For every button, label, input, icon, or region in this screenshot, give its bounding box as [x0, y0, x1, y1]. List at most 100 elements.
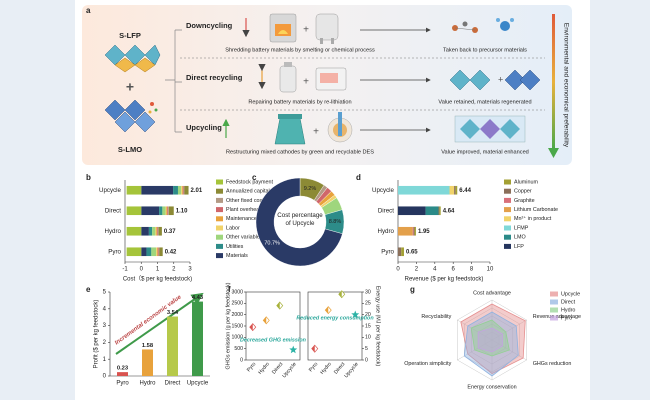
bar-segment [181, 185, 183, 195]
bar-segment [398, 247, 402, 257]
route-name: Downcycling [186, 21, 233, 30]
axis-label: Cost advantage [473, 290, 511, 296]
axis-label: GHGs reduction [533, 361, 572, 367]
y-tick-label: Pyro [108, 248, 121, 255]
result-caption: Value improved, material enhanced [441, 149, 529, 155]
bar-segment [182, 185, 184, 195]
legend-label: Other variable costs [226, 235, 274, 241]
bar-segment [165, 206, 167, 216]
y-axis-label: Profit ($ per kg feedstock) [94, 300, 100, 369]
y-tick-label: Hydro [104, 228, 121, 235]
y-tick-label: 500 [234, 346, 243, 352]
legend-label: Utilities [226, 244, 244, 250]
side-arrow-head [548, 148, 559, 158]
material-label: S-LFP [119, 31, 141, 40]
material-label: S-LMO [118, 145, 142, 154]
x-tick-label: 0 [396, 267, 400, 273]
x-tick-label: 6 [452, 267, 456, 273]
plus-sign: + [303, 77, 309, 88]
legend-swatch [504, 243, 511, 249]
legend-swatch [504, 225, 511, 231]
legend-swatch [216, 188, 223, 194]
bar-segment [126, 206, 142, 216]
bar-segment [157, 247, 159, 257]
bar-segment [398, 206, 426, 216]
value-label: 1.58 [142, 343, 154, 349]
total-label: 0.42 [165, 249, 177, 255]
value-label: 9.2% [304, 186, 317, 192]
y-tick-label: 5 [365, 346, 368, 352]
legend-swatch [216, 207, 223, 213]
legend-swatch [550, 315, 558, 321]
panel-label: c [252, 173, 257, 182]
oven-icon [315, 67, 347, 91]
y-tick-label: Pyro [381, 248, 394, 255]
bar-segment [184, 185, 189, 195]
bar-segment [156, 247, 158, 257]
bar-segment [152, 226, 156, 236]
process-caption: Restructuring mixed cathodes by green an… [226, 149, 374, 155]
legend-swatch [550, 307, 558, 313]
total-label: 1.95 [418, 229, 430, 235]
donut-title: Cost percentage of Upcycle [277, 212, 323, 227]
y-tick-label: 10 [365, 335, 371, 341]
crystal-icon: + [449, 69, 541, 91]
legend-swatch [504, 216, 511, 222]
bar-segment [401, 247, 404, 257]
svg-text:+: + [498, 74, 503, 84]
radar-area [477, 327, 503, 353]
total-label: 0.37 [164, 229, 176, 235]
legend-swatch [216, 253, 223, 259]
y-tick-label: 1000 [231, 335, 243, 341]
bar [142, 349, 153, 376]
legend-swatch [216, 243, 223, 249]
radar-area [470, 319, 510, 357]
bar-segment [168, 206, 174, 216]
trend-arrow [115, 292, 204, 355]
point-half [338, 290, 342, 298]
side-label: Environmental and economical preferabili… [562, 23, 569, 148]
point-half [276, 302, 280, 310]
legend-label: Mn²⁺ in product [514, 215, 552, 222]
y-tick-label: 4 [103, 306, 107, 312]
x-tick-label: 0 [140, 267, 144, 273]
legend-swatch [504, 197, 511, 203]
chart: -1 0 1 2 3 Cost（$ per kg feedstock) Upcycle 2.0… [99, 179, 282, 282]
y-tick-label: 0 [103, 374, 107, 380]
side-arrow [552, 14, 555, 150]
total-label: 0.65 [406, 249, 418, 255]
bar-segment [126, 226, 142, 236]
axis-label: Energy conservation [467, 384, 516, 390]
bar-segment [412, 226, 414, 236]
x-axis-label: Cost（$ per kg feedstock) [123, 276, 192, 283]
x-tick-label: 8 [470, 267, 474, 273]
tower-icon [274, 114, 306, 145]
y-tick-label: 25 [365, 301, 371, 307]
x-tick-label: 3 [188, 267, 192, 273]
y-tick-label: 20 [365, 312, 371, 318]
y-tick-label: Upcycle [372, 187, 395, 194]
plus-sign: + [126, 79, 134, 95]
legend-swatch [216, 234, 223, 240]
bar-segment [455, 185, 458, 195]
precursor-icon [452, 18, 514, 33]
y-tick-label: 2000 [231, 312, 243, 318]
bar [117, 372, 128, 376]
value-label: 0.23 [117, 366, 129, 372]
legend-label: Feedstock payment [226, 179, 274, 185]
legend-label: Direct [561, 299, 576, 305]
y-tick-label: 15 [365, 323, 371, 329]
y-tick-label: 2 [103, 340, 107, 346]
x-tick-label: Pyro [116, 381, 129, 387]
bar-segment [162, 206, 166, 216]
point [351, 310, 360, 319]
legend-swatch [504, 207, 511, 213]
total-label: 1.10 [176, 208, 188, 214]
y-tick-label: 1 [103, 357, 107, 363]
y-tick-label: 0 [240, 357, 243, 363]
bar-segment [158, 247, 160, 257]
y-tick-label: Direct [378, 207, 394, 214]
crystal-icon [104, 44, 161, 73]
